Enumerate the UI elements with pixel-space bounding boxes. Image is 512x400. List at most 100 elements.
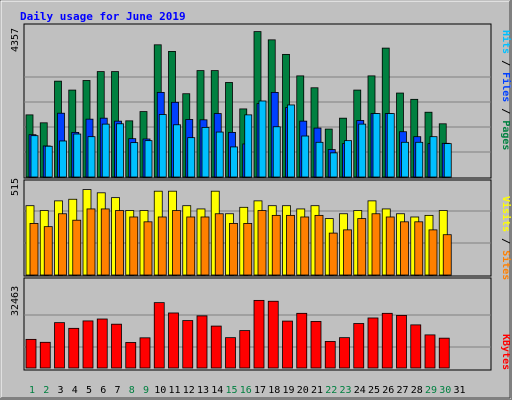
kbytes-bar bbox=[96, 318, 108, 369]
day-label-26: 26 bbox=[382, 385, 394, 396]
kbytes-bar bbox=[282, 320, 293, 369]
kbytes-bar bbox=[196, 315, 208, 369]
day-label-18: 18 bbox=[268, 385, 280, 396]
sites-bar bbox=[229, 223, 238, 276]
day-label-15: 15 bbox=[225, 385, 237, 396]
sites-bar bbox=[286, 214, 295, 276]
day-label-6: 6 bbox=[100, 385, 106, 396]
sites-bar bbox=[328, 232, 338, 276]
hits-bar bbox=[358, 123, 367, 178]
hits-bar bbox=[44, 145, 53, 178]
kbytes-bar bbox=[353, 323, 365, 369]
sites-bar bbox=[257, 210, 267, 276]
sites-bar bbox=[86, 208, 96, 276]
day-label-9: 9 bbox=[143, 385, 149, 396]
hits-bar bbox=[173, 124, 181, 178]
hits-bar bbox=[101, 123, 110, 178]
legend-sites: Sites bbox=[500, 250, 512, 280]
kbytes-bar bbox=[39, 341, 51, 369]
kbytes-bar bbox=[168, 312, 179, 369]
day-label-1: 1 bbox=[29, 385, 35, 396]
hits-bar bbox=[59, 140, 67, 178]
legend-sep-3: / bbox=[500, 232, 511, 250]
middle-legend-text: Visits / Sites bbox=[500, 196, 512, 280]
hits-bar bbox=[187, 137, 196, 178]
hits-bar bbox=[144, 140, 153, 178]
sites-bar bbox=[157, 216, 167, 276]
sites-bar bbox=[186, 216, 196, 276]
hits-bar bbox=[244, 114, 253, 178]
sites-bar bbox=[371, 213, 381, 276]
sites-bar bbox=[200, 216, 210, 276]
hits-bar bbox=[429, 136, 438, 178]
sites-bar bbox=[143, 221, 153, 276]
day-label-4: 4 bbox=[72, 385, 78, 396]
hits-bar bbox=[329, 152, 338, 178]
x-axis-day-labels: 1 2 3 4 5 6 7 8 9 10 11 12 13 14 15 16 17 18 19 20 21 22 23 24 2… bbox=[29, 385, 466, 396]
sites-bar bbox=[357, 218, 367, 276]
kbytes-bar bbox=[68, 327, 80, 369]
hits-bar bbox=[301, 135, 310, 178]
day-label-25: 25 bbox=[368, 385, 380, 396]
top-legend: Hits / Files / Pages bbox=[500, 30, 512, 150]
hits-bar bbox=[272, 126, 281, 178]
hits-bar bbox=[386, 113, 395, 178]
hits-bar bbox=[158, 114, 167, 178]
kbytes-bar bbox=[182, 320, 194, 369]
legend-hits: Hits bbox=[500, 30, 512, 54]
kbytes-bar bbox=[438, 337, 450, 369]
hits-bar bbox=[443, 143, 452, 178]
sites-bar bbox=[442, 234, 452, 276]
kbytes-bar bbox=[396, 314, 407, 369]
kbytes-bar bbox=[225, 337, 236, 369]
sites-bar bbox=[314, 214, 324, 276]
middle-panel: 515 Visits / Sites bbox=[10, 178, 512, 280]
bottom-panel: 32463 KBytes bbox=[10, 277, 511, 371]
day-label-2: 2 bbox=[43, 385, 49, 396]
hits-bar bbox=[415, 141, 424, 178]
day-label-20: 20 bbox=[297, 385, 309, 396]
sites-bar bbox=[271, 214, 281, 276]
kbytes-bar bbox=[253, 299, 265, 369]
kbytes-bar bbox=[25, 338, 37, 369]
hits-bar bbox=[258, 100, 267, 178]
legend-sep-1: / bbox=[500, 54, 511, 72]
day-label-31: 31 bbox=[453, 385, 465, 396]
sites-bar bbox=[58, 213, 67, 276]
kbytes-bar bbox=[410, 324, 422, 369]
day-label-23: 23 bbox=[339, 385, 351, 396]
hits-bar bbox=[315, 141, 324, 178]
sites-bar bbox=[214, 213, 224, 276]
sites-bar bbox=[385, 216, 395, 276]
kbytes-bar bbox=[310, 321, 322, 369]
middle-legend: Visits / Sites bbox=[500, 196, 512, 280]
kbytes-bar bbox=[239, 330, 251, 369]
legend-visits: Visits bbox=[500, 196, 512, 232]
day-label-14: 14 bbox=[211, 385, 223, 396]
kbytes-bar bbox=[54, 322, 65, 369]
top-ymax-label: 4357 bbox=[10, 28, 21, 52]
day-label-13: 13 bbox=[197, 385, 209, 396]
kbytes-bar bbox=[296, 312, 308, 369]
hits-bar bbox=[230, 146, 238, 178]
kbytes-bar bbox=[210, 325, 222, 369]
sites-bar bbox=[414, 221, 424, 276]
sites-bar bbox=[243, 223, 253, 276]
kbytes-bar bbox=[324, 341, 336, 369]
sites-bar bbox=[43, 226, 53, 276]
hits-bar bbox=[87, 136, 96, 178]
legend-sep-2: / bbox=[500, 102, 511, 120]
hits-bar bbox=[201, 127, 210, 178]
sites-bar bbox=[300, 216, 310, 276]
day-label-28: 28 bbox=[411, 385, 423, 396]
bottom-legend: KBytes bbox=[500, 334, 511, 370]
top-legend-text: Hits / Files / Pages bbox=[500, 30, 512, 150]
sites-bar bbox=[400, 221, 409, 276]
day-label-22: 22 bbox=[325, 385, 337, 396]
day-label-27: 27 bbox=[396, 385, 408, 396]
top-bars bbox=[25, 31, 452, 178]
kbytes-bar bbox=[139, 337, 151, 369]
sites-bar bbox=[129, 216, 139, 276]
hits-bar bbox=[116, 123, 124, 178]
day-label-21: 21 bbox=[311, 385, 323, 396]
